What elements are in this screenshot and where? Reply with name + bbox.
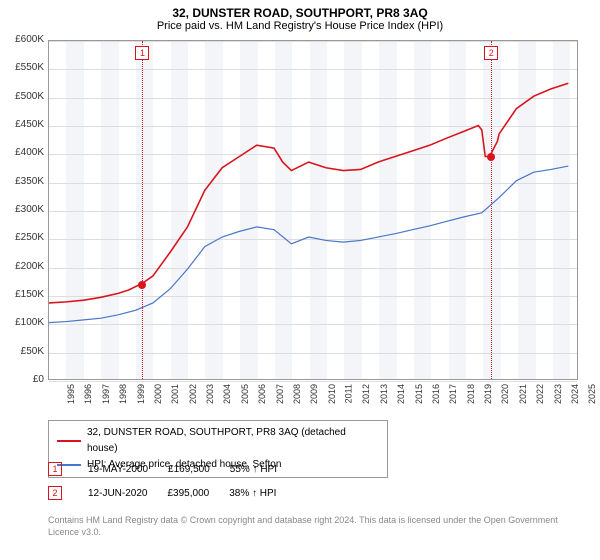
x-axis-label: 2013 [379, 384, 389, 404]
x-axis-label: 2018 [466, 384, 476, 404]
transaction-row: 1 19-MAY-2000 £169,500 55% ↑ HPI [48, 462, 578, 476]
x-axis-label: 2010 [327, 384, 337, 404]
x-axis-label: 2000 [153, 384, 163, 404]
legend-item: 32, DUNSTER ROAD, SOUTHPORT, PR8 3AQ (de… [57, 425, 379, 457]
x-axis-label: 2016 [431, 384, 441, 404]
x-axis-label: 2015 [414, 384, 424, 404]
y-axis-label: £300K [0, 204, 44, 215]
x-axis-label: 2020 [500, 384, 510, 404]
y-axis-label: £450K [0, 119, 44, 130]
transaction-number-label: 1 [135, 46, 149, 60]
x-axis-label: 2005 [240, 384, 250, 404]
x-axis-label: 1996 [83, 384, 93, 404]
x-axis-label: 2007 [275, 384, 285, 404]
x-axis-label: 2001 [170, 384, 180, 404]
x-axis-label: 2006 [257, 384, 267, 404]
x-axis-label: 2019 [483, 384, 493, 404]
chart-subtitle: Price paid vs. HM Land Registry's House … [0, 20, 600, 36]
x-axis-label: 2008 [292, 384, 302, 404]
y-axis-label: £200K [0, 261, 44, 272]
x-axis-label: 2009 [309, 384, 319, 404]
transaction-pct: 55% ↑ HPI [230, 464, 277, 475]
y-axis-label: £250K [0, 232, 44, 243]
y-axis-label: £100K [0, 317, 44, 328]
transaction-price: £169,500 [168, 464, 210, 475]
x-axis-label: 2004 [222, 384, 232, 404]
x-axis-label: 2002 [188, 384, 198, 404]
attribution-text: Contains HM Land Registry data © Crown c… [48, 514, 568, 538]
chart-lines [49, 41, 577, 379]
transaction-dot [487, 153, 495, 161]
transaction-date: 19-MAY-2000 [88, 464, 148, 475]
transaction-dot [138, 281, 146, 289]
x-axis-label: 2014 [396, 384, 406, 404]
transaction-date: 12-JUN-2020 [88, 488, 147, 499]
x-axis-label: 2003 [205, 384, 215, 404]
x-axis-label: 2022 [535, 384, 545, 404]
transaction-price: £395,000 [167, 488, 209, 499]
transaction-pct: 38% ↑ HPI [229, 488, 276, 499]
y-axis-label: £500K [0, 91, 44, 102]
legend-label: 32, DUNSTER ROAD, SOUTHPORT, PR8 3AQ (de… [87, 425, 379, 457]
y-axis-label: £150K [0, 289, 44, 300]
y-axis-label: £550K [0, 62, 44, 73]
x-axis-label: 2025 [587, 384, 597, 404]
legend-swatch [57, 440, 81, 442]
transaction-marker-icon: 2 [48, 486, 62, 500]
transaction-marker-icon: 1 [48, 462, 62, 476]
transaction-row: 2 12-JUN-2020 £395,000 38% ↑ HPI [48, 486, 578, 500]
y-axis-label: £350K [0, 176, 44, 187]
x-axis-label: 2012 [361, 384, 371, 404]
transaction-number-label: 2 [484, 46, 498, 60]
y-axis-label: £50K [0, 346, 44, 357]
x-axis-label: 1998 [118, 384, 128, 404]
x-axis-label: 1999 [136, 384, 146, 404]
y-axis-label: £600K [0, 34, 44, 45]
y-axis-label: £0 [0, 374, 44, 385]
plot-area: 12 [48, 40, 578, 380]
x-axis-label: 2023 [553, 384, 563, 404]
chart-container: 32, DUNSTER ROAD, SOUTHPORT, PR8 3AQ Pri… [0, 0, 600, 560]
x-axis-label: 2021 [518, 384, 528, 404]
x-axis-label: 1995 [66, 384, 76, 404]
x-axis-label: 1997 [101, 384, 111, 404]
chart-title: 32, DUNSTER ROAD, SOUTHPORT, PR8 3AQ [0, 0, 600, 20]
x-axis-label: 2024 [570, 384, 580, 404]
x-axis-label: 2011 [343, 384, 353, 403]
x-axis-label: 2017 [448, 384, 458, 404]
y-axis-label: £400K [0, 147, 44, 158]
